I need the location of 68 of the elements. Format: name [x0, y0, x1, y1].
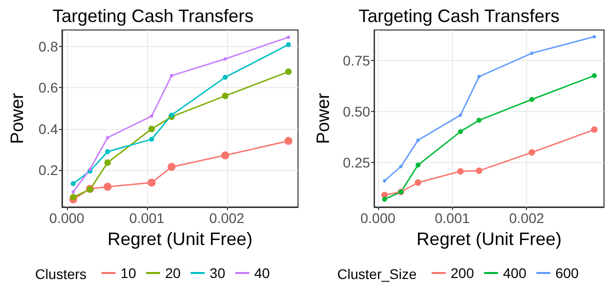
point	[476, 167, 482, 174]
y-tick-label: 0.75	[342, 52, 370, 69]
legend-label: 10	[120, 265, 136, 281]
point	[170, 74, 174, 78]
point	[88, 167, 92, 171]
point	[477, 74, 481, 78]
point	[399, 164, 403, 168]
point	[150, 114, 154, 118]
point	[591, 126, 598, 133]
chart-title: Targeting Cash Transfers	[358, 6, 560, 26]
point	[458, 129, 463, 134]
y-tick-label: 0.2	[38, 162, 58, 178]
x-tick-label: 0.001	[129, 210, 165, 226]
x-axis-title: Regret (Unit Free)	[107, 228, 253, 249]
point	[284, 136, 292, 145]
point	[382, 196, 388, 202]
legend-label: 400	[503, 265, 527, 281]
point	[458, 113, 462, 117]
point	[414, 179, 422, 186]
point	[457, 168, 464, 175]
point	[286, 42, 291, 48]
point	[104, 159, 111, 166]
x-tick-label: 0.000	[49, 210, 85, 226]
y-tick-label: 0.4	[38, 120, 58, 137]
y-axis-title: Power	[7, 92, 27, 144]
y-tick-label: 0.25	[342, 154, 370, 170]
point	[71, 190, 75, 194]
point	[149, 136, 154, 142]
point	[529, 96, 534, 102]
y-tick-label: 0.50	[342, 103, 370, 120]
x-tick-label: 0.001	[434, 210, 470, 226]
y-tick-label: 0.6	[38, 80, 58, 96]
point	[106, 136, 110, 140]
point	[476, 118, 482, 123]
legend-label: 40	[254, 265, 270, 281]
x-axis-title: Regret (Unit Free)	[416, 228, 562, 249]
point	[222, 92, 228, 100]
legend-label: 20	[165, 265, 181, 281]
legend-label: 30	[210, 265, 226, 281]
point	[416, 138, 420, 142]
x-tick-label: 0.002	[509, 210, 544, 226]
point	[70, 194, 76, 200]
legend-label: 600	[555, 265, 579, 281]
point	[148, 178, 156, 187]
y-tick-label: 0.8	[38, 38, 58, 54]
point	[530, 51, 534, 55]
point	[592, 34, 596, 38]
point	[528, 149, 536, 156]
point	[70, 181, 76, 186]
point	[285, 68, 292, 75]
legend-label: 200	[450, 265, 474, 281]
legend-title: Clusters	[35, 266, 87, 282]
legend-title: Cluster_Size	[337, 266, 417, 282]
point	[221, 151, 230, 160]
y-axis-title: Power	[313, 92, 333, 144]
point	[416, 162, 421, 168]
point	[592, 73, 597, 78]
x-tick-label: 0.002	[209, 210, 245, 226]
point	[105, 149, 110, 154]
point	[286, 35, 290, 39]
point	[222, 74, 228, 80]
point	[168, 162, 176, 171]
point	[104, 182, 112, 191]
point	[223, 57, 227, 61]
x-tick-label: 0.000	[360, 210, 396, 226]
point	[148, 126, 155, 132]
chart-title: Targeting Cash Transfers	[52, 6, 254, 26]
point	[382, 178, 386, 182]
